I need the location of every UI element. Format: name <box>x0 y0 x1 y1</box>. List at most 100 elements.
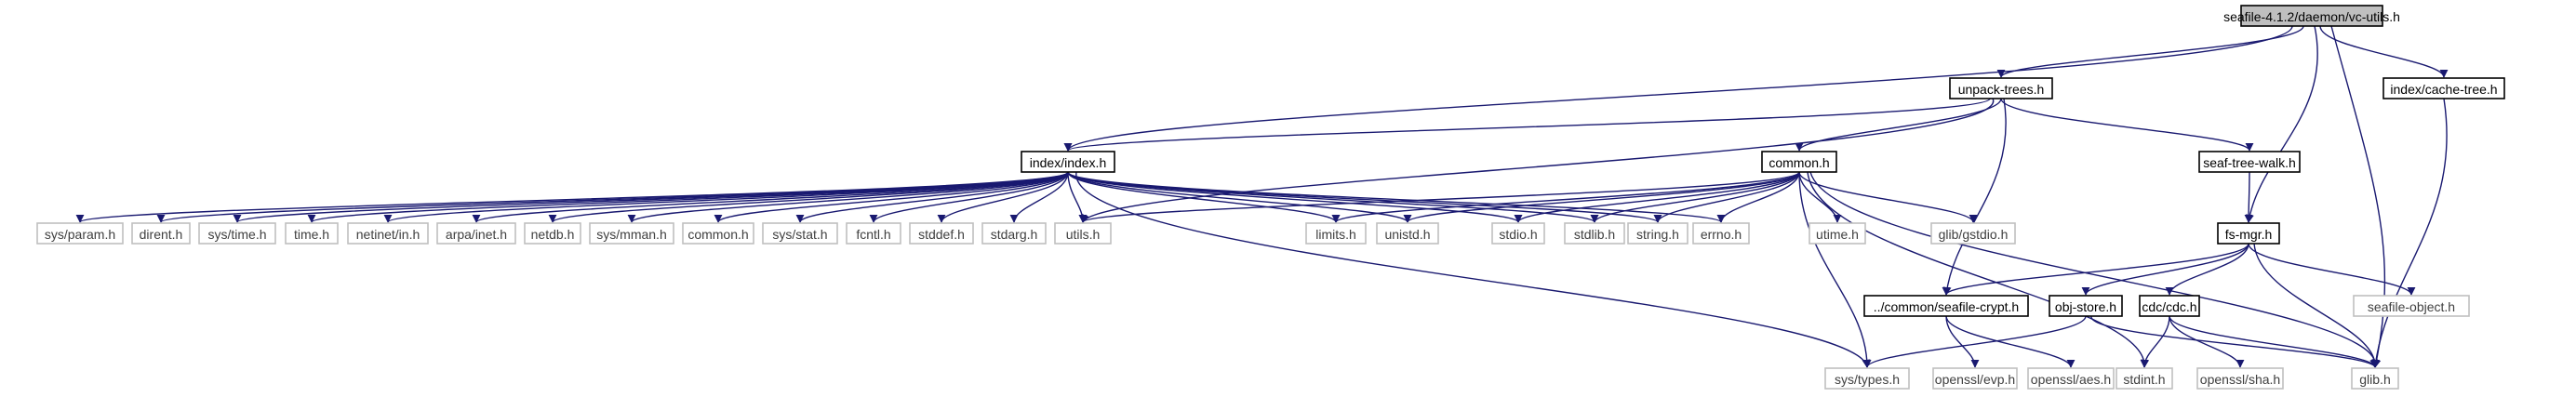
node-stdio: stdio.h <box>1491 222 1545 245</box>
node-box-arpa <box>436 222 516 245</box>
node-commonext: common.h <box>682 222 754 245</box>
node-label-time: time.h <box>294 227 329 242</box>
node-label-utils: utils.h <box>1066 227 1101 242</box>
node-box-time <box>285 222 339 245</box>
edge-common-to-utils <box>1078 171 1800 223</box>
node-label-seafwalk: seaf-tree-walk.h <box>2203 155 2296 170</box>
edge-fsmgr-to-objstore <box>2081 243 2249 296</box>
node-string: string.h <box>1627 222 1688 245</box>
edge-index-to-stdarg <box>1009 171 1069 223</box>
node-label-stdarg: stdarg.h <box>991 227 1038 242</box>
edge-root-to-glib <box>2330 25 2386 368</box>
node-box-common <box>1761 151 1837 173</box>
node-objstore[interactable]: obj-store.h <box>2049 295 2123 317</box>
node-crypt[interactable]: ../common/seafile-crypt.h <box>1863 295 2029 317</box>
edge-common-to-glib <box>1809 171 2381 368</box>
node-netinet: netinet/in.h <box>347 222 429 245</box>
node-sysparam: sys/param.h <box>36 222 124 245</box>
edges-layer <box>75 25 2449 368</box>
edge-index-to-netdb <box>548 171 1069 223</box>
edge-unpack-to-common <box>1795 98 2002 152</box>
node-box-crypt <box>1863 295 2029 317</box>
node-box-limits <box>1305 222 1367 245</box>
node-box-unpack <box>1949 77 2053 99</box>
node-label-objstore: obj-store.h <box>2055 299 2116 314</box>
edge-index-to-errno <box>1067 171 1726 223</box>
node-label-seafobj: seafile-object.h <box>2368 299 2455 314</box>
node-label-stddef: stddef.h <box>918 227 965 242</box>
edge-common-to-unistd <box>1403 171 1800 223</box>
edge-index-to-limits <box>1067 171 1341 223</box>
node-seafwalk[interactable]: seaf-tree-walk.h <box>2198 151 2301 173</box>
edge-index-to-sysmman <box>627 171 1069 223</box>
node-fsmgr[interactable]: fs-mgr.h <box>2217 222 2280 245</box>
node-label-sysparam: sys/param.h <box>45 227 115 242</box>
node-box-utime <box>1809 222 1866 245</box>
node-box-sha <box>2196 367 2284 390</box>
node-systypes: sys/types.h <box>1824 367 1910 390</box>
node-label-aes: openssl/aes.h <box>2031 372 2111 387</box>
node-label-sysmman: sys/mman.h <box>596 227 666 242</box>
node-utils: utils.h <box>1054 222 1112 245</box>
node-gstdio: glib/gstdio.h <box>1930 222 2016 245</box>
node-label-commonext: common.h <box>687 227 748 242</box>
node-evp: openssl/evp.h <box>1932 367 2018 390</box>
edge-fsmgr-to-seafobj <box>2248 243 2416 296</box>
edge-index-to-unistd <box>1067 171 1412 223</box>
node-unpack[interactable]: unpack-trees.h <box>1949 77 2053 99</box>
node-label-sha: openssl/sha.h <box>2200 372 2280 387</box>
node-box-sysstat <box>762 222 838 245</box>
edge-cdc-to-stdint <box>2140 315 2170 368</box>
node-label-netinet: netinet/in.h <box>356 227 420 242</box>
node-label-stdint: stdint.h <box>2123 372 2165 387</box>
node-box-stdint <box>2116 367 2173 390</box>
node-box-fcntl <box>846 222 901 245</box>
node-box-dirent <box>131 222 191 245</box>
node-label-common: common.h <box>1768 155 1829 170</box>
node-unistd: unistd.h <box>1376 222 1439 245</box>
node-box-seafobj <box>2353 295 2470 317</box>
node-label-systypes: sys/types.h <box>1835 372 1900 387</box>
node-label-cachetree: index/cache-tree.h <box>2390 82 2497 97</box>
node-stdint: stdint.h <box>2116 367 2173 390</box>
node-box-index <box>1021 151 1115 173</box>
edge-objstore-to-systypes <box>1862 315 2087 368</box>
node-sha: openssl/sha.h <box>2196 367 2284 390</box>
node-dirent: dirent.h <box>131 222 191 245</box>
edge-unpack-to-index <box>1063 98 1991 152</box>
node-box-stdlib <box>1564 222 1625 245</box>
node-label-utime: utime.h <box>1816 227 1859 242</box>
node-sysmman: sys/mman.h <box>589 222 674 245</box>
edge-objstore-to-glib <box>2090 315 2379 368</box>
node-label-sysstat: sys/stat.h <box>772 227 827 242</box>
node-label-arpa: arpa/inet.h <box>446 227 507 242</box>
node-label-crypt: ../common/seafile-crypt.h <box>1874 299 2019 314</box>
edge-fsmgr-to-cdc <box>2165 243 2249 296</box>
node-box-utils <box>1054 222 1112 245</box>
node-systime: sys/time.h <box>198 222 276 245</box>
node-box-systime <box>198 222 276 245</box>
node-seafobj: seafile-object.h <box>2353 295 2470 317</box>
node-box-fsmgr <box>2217 222 2280 245</box>
node-glib: glib.h <box>2351 367 2399 390</box>
edge-index-to-sysstat <box>795 171 1069 223</box>
node-box-objstore <box>2049 295 2123 317</box>
node-cdc[interactable]: cdc/cdc.h <box>2139 295 2200 317</box>
node-box-netinet <box>347 222 429 245</box>
node-stdarg: stdarg.h <box>981 222 1047 245</box>
node-common[interactable]: common.h <box>1761 151 1837 173</box>
node-errno: errno.h <box>1692 222 1750 245</box>
node-label-root: seafile-4.1.2/daemon/vc-utils.h <box>2223 9 2400 24</box>
node-cachetree[interactable]: index/cache-tree.h <box>2382 77 2505 99</box>
edge-index-to-systypes <box>1075 171 1871 368</box>
edge-common-to-stdlib <box>1590 171 1800 223</box>
edge-crypt-to-aes <box>1945 315 2075 368</box>
edge-unpack-to-utils <box>1081 98 1994 223</box>
node-label-unpack: unpack-trees.h <box>1958 82 2045 97</box>
edge-common-to-limits <box>1331 171 1800 223</box>
node-index[interactable]: index/index.h <box>1021 151 1115 173</box>
node-box-sysmman <box>589 222 674 245</box>
edge-index-to-arpa <box>472 171 1069 223</box>
node-label-index: index/index.h <box>1030 155 1107 170</box>
edge-root-to-cachetree <box>2319 25 2449 78</box>
